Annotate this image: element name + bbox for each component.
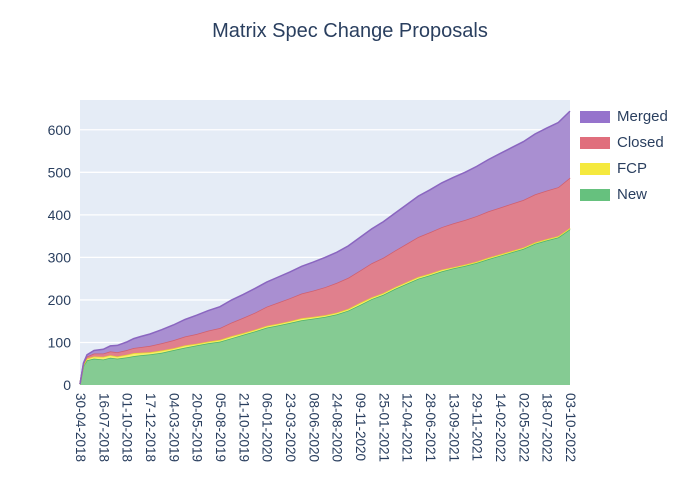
legend-label-fcp: FCP [617,160,647,177]
x-tick-label-01-10-2018: 01-10-2018 [120,393,135,462]
legend-item-new[interactable]: New [580,186,668,203]
legend-item-closed[interactable]: Closed [580,134,668,151]
legend-label-merged: Merged [617,108,668,125]
y-tick-label-400: 400 [48,207,72,223]
x-tick-label-03-10-2022: 03-10-2022 [563,393,578,462]
y-tick-label-300: 300 [48,249,72,265]
chart-legend: Merged Closed FCP New [580,108,668,203]
legend-item-merged[interactable]: Merged [580,108,668,125]
x-tick-label-13-09-2021: 13-09-2021 [446,393,461,462]
x-tick-label-29-11-2021: 29-11-2021 [470,393,485,461]
y-tick-label-200: 200 [48,292,72,308]
x-tick-label-16-07-2018: 16-07-2018 [96,393,111,462]
x-tick-label-04-03-2019: 04-03-2019 [166,393,181,462]
y-tick-label-0: 0 [63,377,71,393]
legend-swatch-fcp [580,162,610,175]
x-tick-label-24-08-2020: 24-08-2020 [330,393,345,462]
x-tick-label-25-01-2021: 25-01-2021 [376,393,391,462]
x-tick-label-09-11-2020: 09-11-2020 [353,393,368,461]
x-tick-label-21-10-2019: 21-10-2019 [236,393,251,462]
x-tick-label-18-07-2022: 18-07-2022 [540,393,555,462]
legend-label-new: New [617,186,648,203]
y-tick-label-600: 600 [48,122,72,138]
y-tick-label-500: 500 [48,164,72,180]
x-tick-label-17-12-2018: 17-12-2018 [143,393,158,462]
x-tick-label-02-05-2022: 02-05-2022 [516,393,531,462]
legend-swatch-new [580,188,610,201]
area-merged [80,111,570,385]
area-edge-merged [79,110,571,385]
x-tick-label-30-04-2018: 30-04-2018 [73,393,88,462]
legend-swatch-closed [580,136,610,149]
x-tick-label-05-08-2019: 05-08-2019 [213,393,228,462]
x-tick-label-12-04-2021: 12-04-2021 [400,393,415,462]
x-tick-label-28-06-2021: 28-06-2021 [423,393,438,462]
legend-label-closed: Closed [617,134,664,151]
y-tick-label-100: 100 [48,334,72,350]
x-tick-label-06-01-2020: 06-01-2020 [260,393,275,462]
x-tick-label-14-02-2022: 14-02-2022 [493,393,508,462]
x-tick-label-08-06-2020: 08-06-2020 [306,393,321,462]
x-tick-label-23-03-2020: 23-03-2020 [283,393,298,462]
x-tick-label-20-05-2019: 20-05-2019 [190,393,205,462]
legend-item-fcp[interactable]: FCP [580,160,668,177]
area-new [80,229,570,385]
legend-swatch-merged [580,110,610,123]
chart-title: Matrix Spec Change Proposals [212,20,488,42]
